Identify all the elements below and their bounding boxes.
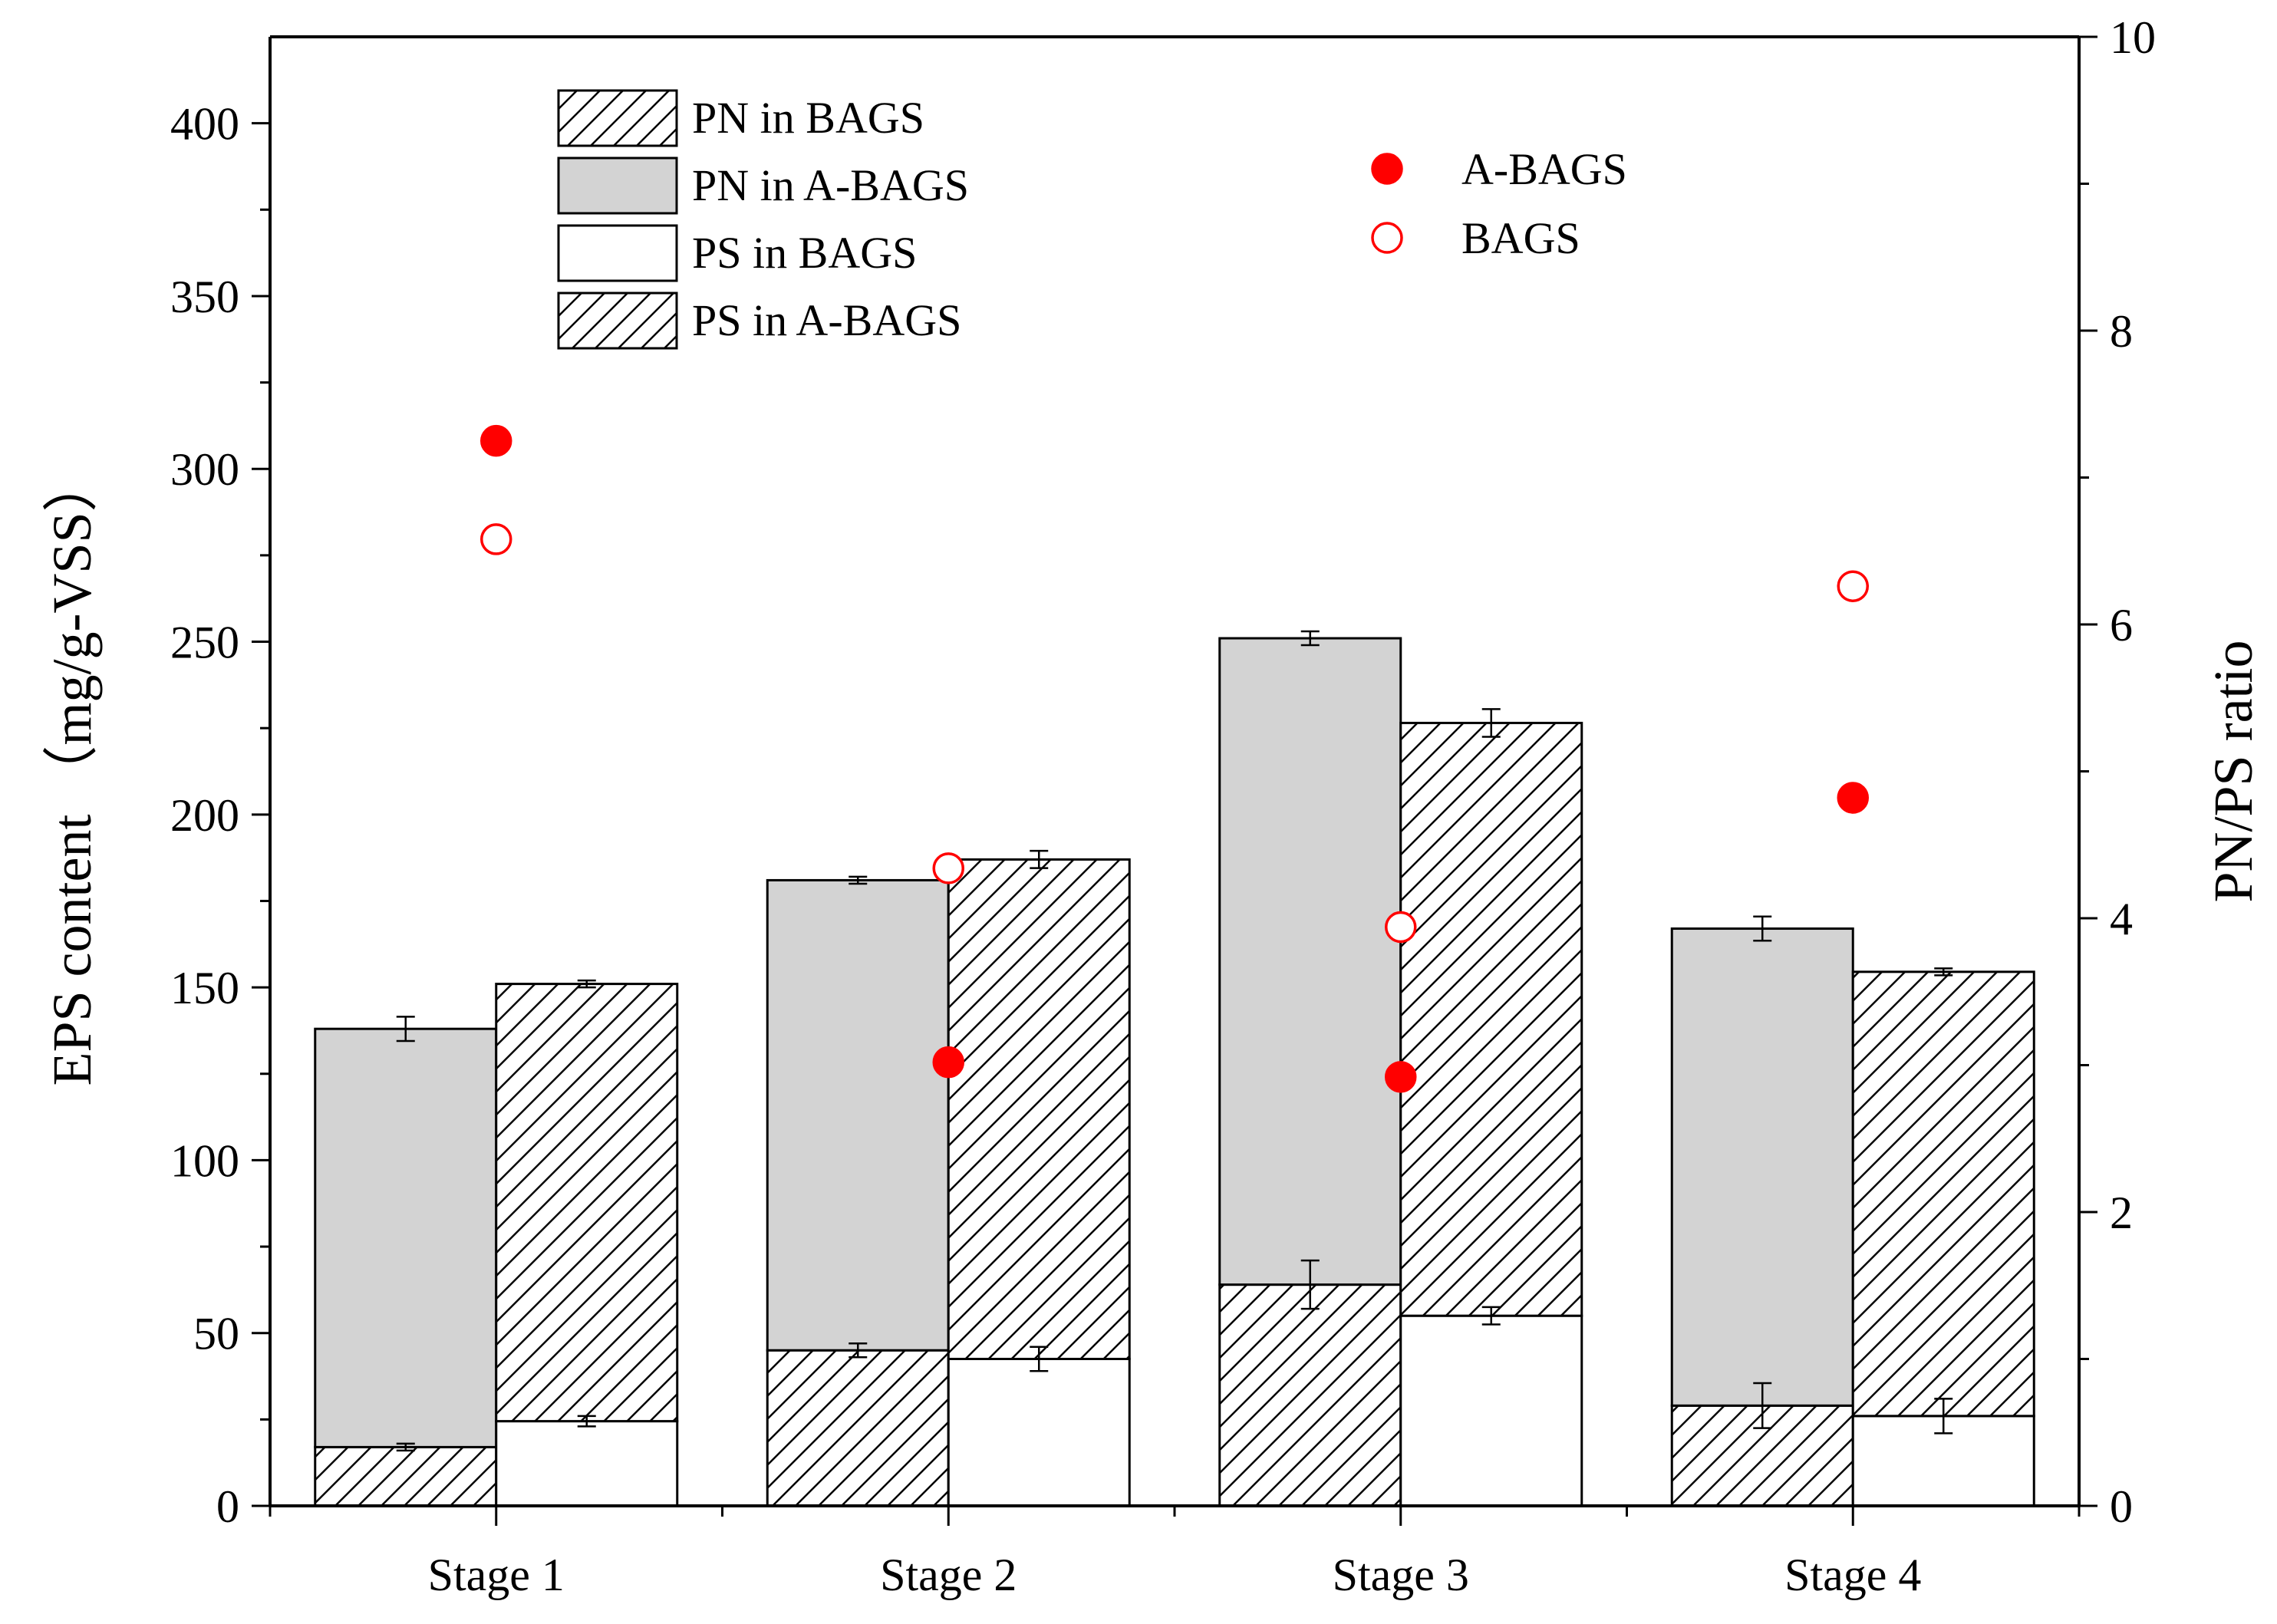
y-axis-title: EPS content （mg/g-VSS） xyxy=(41,456,103,1085)
x-tick-label: Stage 3 xyxy=(1333,1550,1469,1600)
legend: PN in BAGS PN in A-BAGS PS in BAGS PS in A-… xyxy=(557,89,1627,350)
y2-tick-label: 8 xyxy=(2110,306,2133,357)
bar-pn-abags-stage-2 xyxy=(766,878,950,1352)
bar-pn-abags-stage-3 xyxy=(1218,637,1402,1286)
legend-label-ps-in-bags: PS in BAGS xyxy=(692,228,917,278)
y2-tick-label: 10 xyxy=(2110,12,2156,63)
legend-swatch-pn-in-bags xyxy=(557,89,678,147)
legend-swatch-ps-in-bags xyxy=(557,224,678,282)
y-tick-label: 300 xyxy=(170,444,239,495)
bar-pn-abags-stage-1 xyxy=(314,1027,498,1448)
marker-abags-stage-3 xyxy=(1385,1061,1417,1093)
marker-abags-stage-1 xyxy=(480,424,512,457)
legend-swatch-ps-in-a-bags xyxy=(557,292,678,350)
x-tick-label: Stage 2 xyxy=(880,1550,1017,1600)
marker-abags-stage-2 xyxy=(932,1046,964,1079)
y-tick-label: 50 xyxy=(193,1309,239,1359)
legend-swatch-pn-in-a-bags xyxy=(557,156,678,215)
y2-tick-label: 6 xyxy=(2110,600,2133,651)
y-tick-label: 100 xyxy=(170,1135,239,1186)
ratio-markers-layer xyxy=(480,424,1869,1093)
bar-pn-bags-stage-1 xyxy=(495,983,679,1423)
bar-ps-bags-stage-3 xyxy=(1399,1314,1583,1507)
legend-label-bags: BAGS xyxy=(1461,213,1580,263)
y2-tick-label: 2 xyxy=(2110,1188,2133,1238)
legend-marker-a-bags xyxy=(1371,153,1403,185)
legend-label-a-bags: A-BAGS xyxy=(1461,144,1627,194)
y-tick-label: 350 xyxy=(170,272,239,322)
marker-abags-stage-4 xyxy=(1837,782,1869,814)
marker-bags-stage-3 xyxy=(1385,911,1417,944)
y2-tick-label: 4 xyxy=(2110,894,2133,944)
legend-marker-bags xyxy=(1371,222,1403,254)
bar-pn-bags-stage-4 xyxy=(1851,970,2035,1418)
bar-ps-bags-stage-2 xyxy=(947,1358,1131,1507)
y2-axis-title: PN/PS ratio xyxy=(2203,640,2264,902)
y-tick-label: 200 xyxy=(170,790,239,841)
axes-layer: 0 50 100 150 200 250 300 350 400 0 2 4 6 8 10 Stage 1 St… xyxy=(41,12,2264,1600)
x-tick-label: Stage 1 xyxy=(428,1550,565,1600)
legend-label-ps-in-a-bags: PS in A-BAGS xyxy=(692,295,961,345)
error-bars-layer xyxy=(396,630,1953,1452)
y-tick-label: 400 xyxy=(170,99,239,150)
bar-ps-abags-stage-2 xyxy=(766,1349,950,1507)
bar-ps-bags-stage-1 xyxy=(495,1420,679,1507)
marker-bags-stage-4 xyxy=(1837,570,1869,602)
y-tick-label: 150 xyxy=(170,963,239,1013)
legend-label-pn-in-a-bags: PN in A-BAGS xyxy=(692,160,969,210)
y-tick-label: 0 xyxy=(216,1481,239,1532)
marker-bags-stage-2 xyxy=(932,852,964,884)
bar-ps-abags-stage-3 xyxy=(1218,1283,1402,1507)
bars-layer xyxy=(314,637,2035,1507)
marker-bags-stage-1 xyxy=(480,523,512,555)
x-tick-label: Stage 4 xyxy=(1784,1550,1921,1600)
legend-label-pn-in-bags: PN in BAGS xyxy=(692,93,924,143)
y2-tick-label: 0 xyxy=(2110,1481,2133,1532)
y-tick-label: 250 xyxy=(170,618,239,668)
bar-ps-abags-stage-1 xyxy=(314,1445,498,1507)
bar-pn-bags-stage-3 xyxy=(1399,721,1583,1317)
bar-pn-bags-stage-2 xyxy=(947,858,1131,1360)
bar-pn-abags-stage-4 xyxy=(1670,927,1854,1407)
